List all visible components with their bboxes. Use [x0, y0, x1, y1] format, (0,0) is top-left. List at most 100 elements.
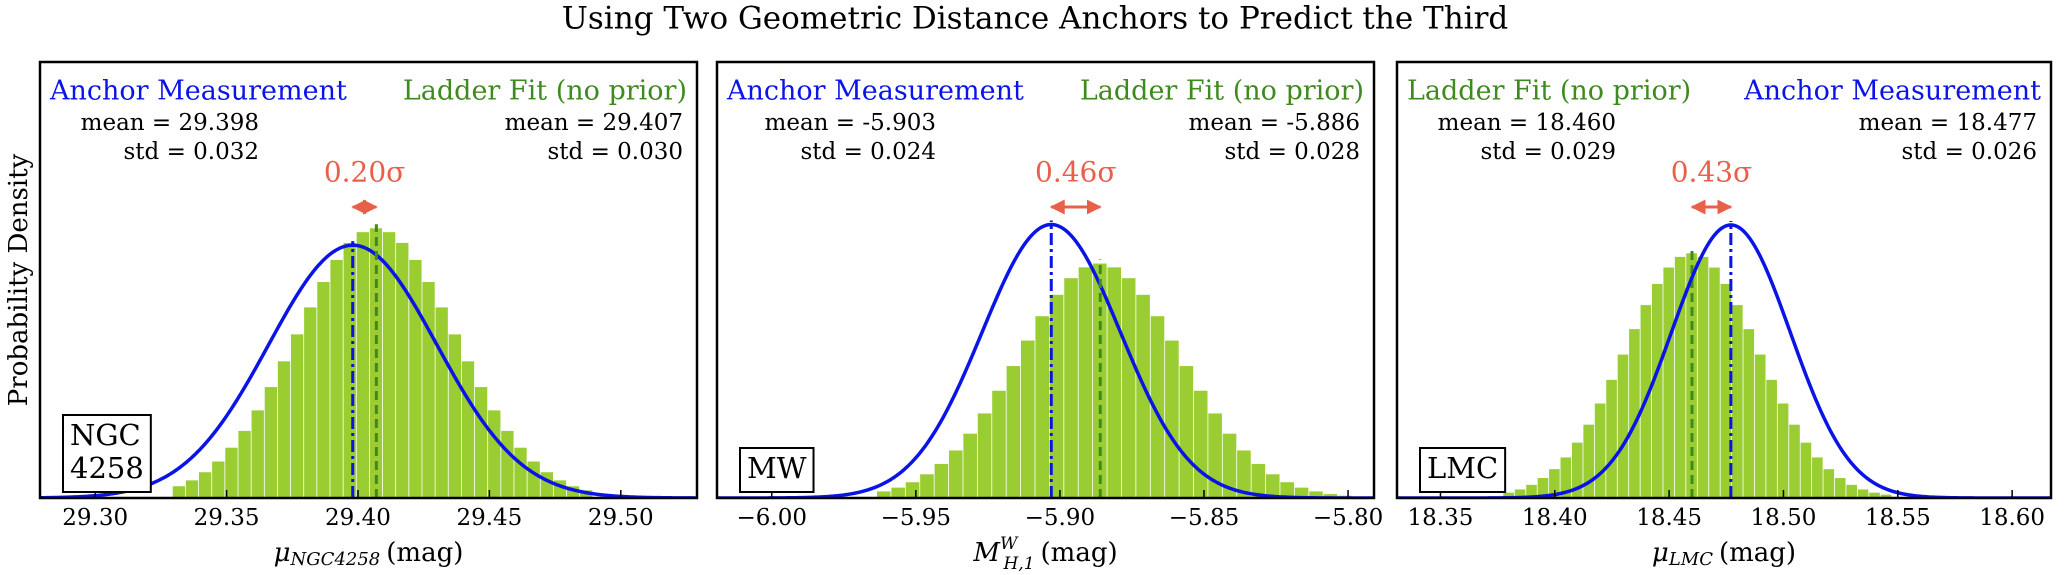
- std-stat: std = 0.024: [800, 139, 936, 165]
- histogram-bar: [1583, 424, 1595, 498]
- histogram-bar: [330, 259, 343, 498]
- legend-entry: Anchor Measurement: [49, 76, 347, 107]
- histogram-bar: [1193, 390, 1208, 498]
- x-axis-label: μLMC (mag): [1652, 538, 1796, 570]
- histogram-bar: [448, 334, 461, 498]
- histogram-bar: [1789, 424, 1800, 498]
- histogram-bar: [1606, 379, 1617, 498]
- histogram-bar: [1560, 457, 1572, 498]
- x-tick-label: 29.45: [456, 505, 522, 531]
- histogram-bar: [566, 486, 580, 498]
- x-tick-label: 29.30: [62, 505, 128, 531]
- histogram-bar: [1136, 294, 1150, 498]
- histogram-bar: [1686, 253, 1697, 498]
- std-stat: std = 0.026: [1901, 139, 2037, 165]
- histogram-bar: [963, 433, 977, 498]
- x-label-symbol: μ: [274, 538, 291, 568]
- histogram-bar: [1834, 478, 1846, 498]
- x-tick-label: 18.45: [1636, 505, 1702, 531]
- histogram-bar: [1846, 484, 1857, 498]
- histogram-bar: [1732, 305, 1743, 498]
- x-tick-label: 29.40: [325, 505, 391, 531]
- histogram-bar: [264, 387, 278, 498]
- histogram-bar: [891, 487, 905, 498]
- histogram-bar: [934, 463, 949, 498]
- std-stat: std = 0.030: [547, 139, 683, 165]
- legend-entry: Ladder Fit (no prior): [1407, 76, 1691, 107]
- histogram-bar: [317, 282, 330, 498]
- histogram-bar: [1150, 316, 1165, 498]
- histogram-bar: [1777, 403, 1789, 498]
- histogram-bar: [1720, 283, 1732, 498]
- x-label-sub: H,1: [1002, 554, 1034, 574]
- histogram-bar: [1651, 283, 1663, 498]
- histogram-bar: [1049, 294, 1064, 498]
- histogram-bar: [1800, 442, 1812, 498]
- histogram-bar: [1594, 403, 1606, 498]
- histogram-bar: [474, 387, 488, 498]
- x-label-symbol: μ: [1652, 538, 1669, 568]
- panel-frame: [715, 60, 1376, 500]
- legend-entry: Ladder Fit (no prior): [403, 76, 687, 107]
- x-tick-label: 18.50: [1751, 505, 1817, 531]
- x-label-unit: (mag): [386, 538, 463, 568]
- histogram-bar: [1064, 278, 1078, 498]
- histogram-bar: [1323, 494, 1338, 498]
- anchor-label: NGC: [70, 418, 141, 452]
- figure-title: Using Two Geometric Distance Anchors to …: [562, 1, 1509, 37]
- histogram-bar: [1526, 484, 1537, 498]
- std-stat: std = 0.032: [123, 139, 259, 165]
- histogram-bar: [540, 472, 553, 498]
- histogram-bar: [1021, 340, 1035, 498]
- histogram-bar: [1709, 267, 1720, 498]
- histogram-bar: [1078, 267, 1093, 498]
- histogram-bar: [1280, 482, 1294, 498]
- x-axis-label: μNGC4258 (mag): [274, 538, 464, 570]
- x-axis-label: MW H,1 (mag): [972, 534, 1117, 574]
- legend-entry: Ladder Fit (no prior): [1080, 76, 1364, 107]
- histogram-bar: [1006, 366, 1021, 498]
- x-tick-label: −5.95: [881, 505, 951, 531]
- histogram-bar: [905, 482, 920, 498]
- std-stat: std = 0.029: [1480, 139, 1616, 165]
- histogram-bar: [1869, 492, 1880, 498]
- histogram-bar: [185, 480, 199, 498]
- histogram-bar: [1251, 463, 1266, 498]
- histogram-bar: [461, 361, 475, 498]
- anchor-label: 4258: [70, 451, 144, 485]
- mean-stat: mean = 18.460: [1438, 110, 1616, 136]
- tension-annotation: 0.43σ: [1671, 156, 1752, 189]
- x-tick-label: 18.35: [1408, 505, 1474, 531]
- x-tick-label: 18.60: [1979, 505, 2045, 531]
- histogram-bar: [527, 461, 540, 498]
- histogram-bar: [1812, 457, 1823, 498]
- x-tick-label: −5.85: [1169, 505, 1239, 531]
- histogram-bar: [277, 361, 291, 498]
- anchor-box: [62, 414, 152, 493]
- histogram-bar: [396, 242, 409, 498]
- histogram-bar: [920, 474, 934, 498]
- x-tick-label: −5.90: [1025, 505, 1095, 531]
- histogram-bar: [1537, 478, 1549, 498]
- histogram-bar: [514, 447, 527, 498]
- y-axis-label: Probability Density: [4, 153, 34, 406]
- std-stat: std = 0.028: [1224, 139, 1360, 165]
- panel-frame: [1395, 60, 2053, 500]
- x-label-unit: (mag): [1041, 538, 1118, 568]
- histogram-bar: [1857, 489, 1869, 498]
- x-tick-label: 18.55: [1865, 505, 1931, 531]
- histogram-bar: [1766, 379, 1777, 498]
- histogram-bar: [1754, 354, 1766, 498]
- histogram-bar: [1663, 267, 1675, 498]
- histogram-bar: [992, 390, 1006, 498]
- x-label-sub: NGC4258: [290, 549, 381, 570]
- histogram-bar: [1208, 413, 1222, 498]
- histogram-bar: [1309, 491, 1323, 498]
- x-tick-label: −5.80: [1313, 505, 1383, 531]
- tension-annotation: 0.20σ: [324, 156, 405, 189]
- tension-annotation: 0.46σ: [1035, 156, 1116, 189]
